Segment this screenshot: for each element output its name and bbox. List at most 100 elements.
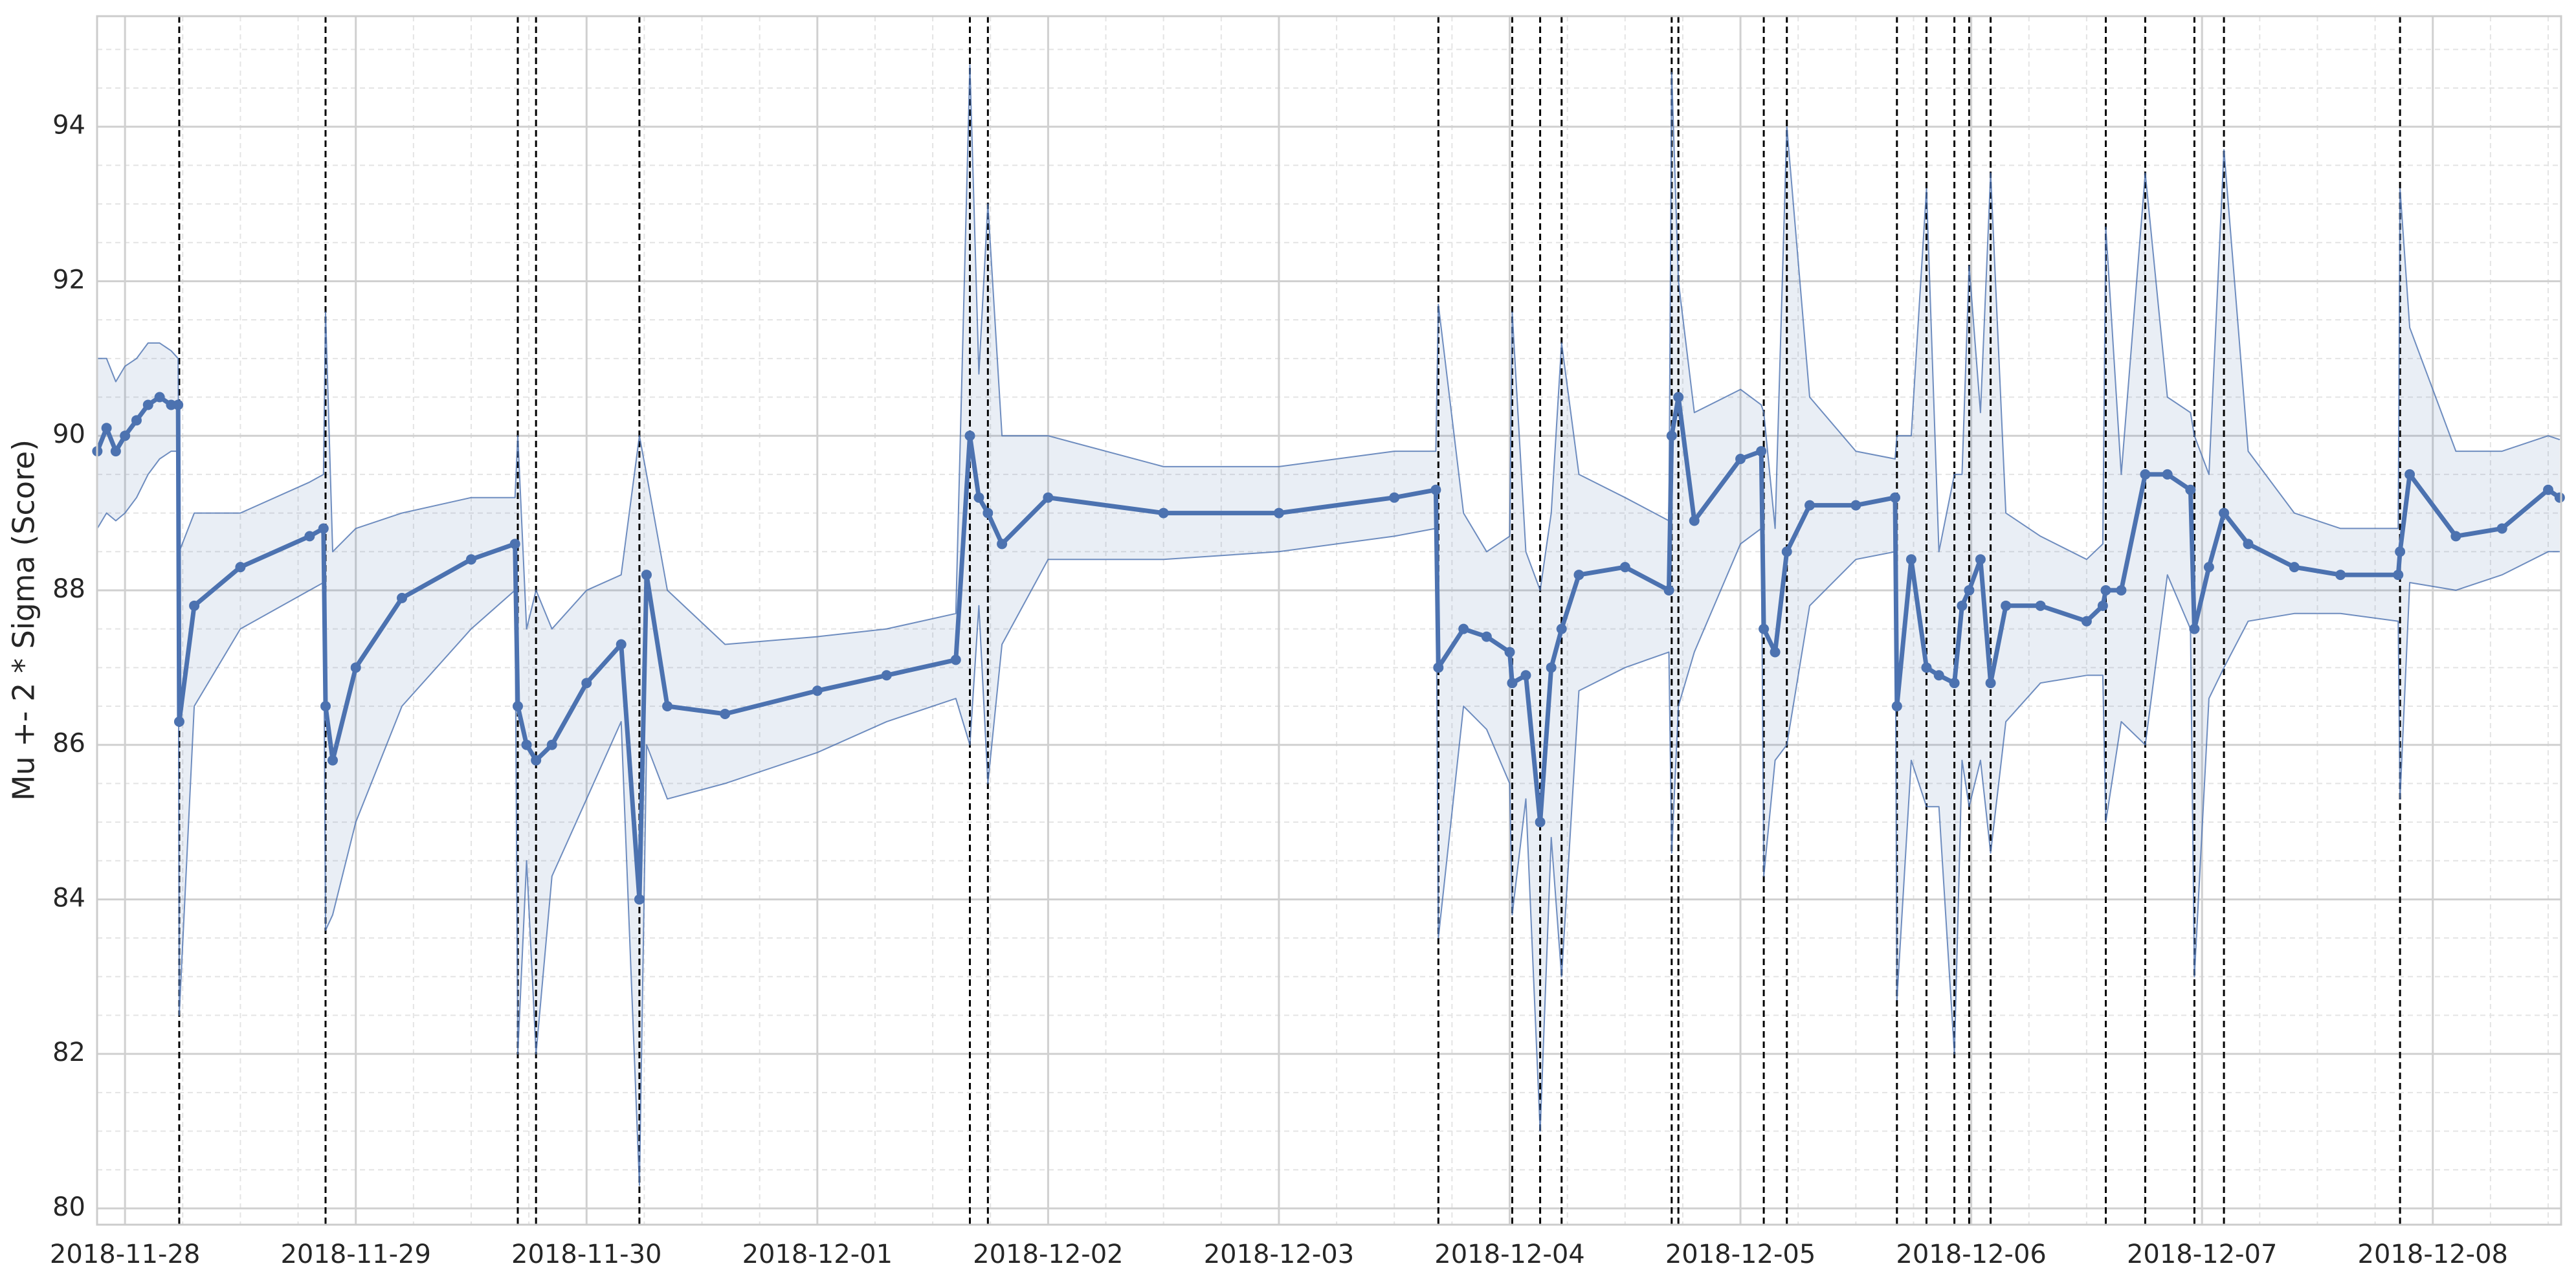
mu-point [1975,554,1986,565]
mu-point [1433,662,1444,673]
mu-point [1458,623,1469,634]
mu-point [1481,631,1492,642]
x-tick-label: 2018-11-28 [50,1240,200,1269]
plot-frame [96,15,2562,1226]
mu-point [1273,507,1284,518]
mu-point [1043,492,1054,503]
mu-point [320,701,331,712]
y-tick-label: 82 [52,1038,85,1067]
mu-point [997,539,1008,550]
mu-point [318,523,329,534]
x-tick-label: 2018-12-05 [1665,1240,1815,1269]
mu-point [2035,600,2046,611]
x-tick-label: 2018-12-04 [1434,1240,1584,1269]
band-fill [97,65,2560,1186]
mu-point [1756,446,1767,457]
mu-point [2203,562,2214,573]
mu-point [1759,623,1770,634]
mu-point [1933,670,1944,681]
mu-point [973,492,984,503]
mu-point [1520,670,1531,681]
mu-point [304,531,315,542]
y-tick-label: 90 [52,419,85,449]
mu-point [1905,554,1916,565]
mu-point [2496,523,2507,534]
mu-point [397,592,408,603]
mu-point [1556,623,1567,634]
mu-point [1663,585,1674,596]
mu-point [1949,678,1960,689]
mu-point [2140,469,2151,480]
y-axis-label: Mu +- 2 * Sigma (Score) [6,440,41,801]
mu-point [2395,546,2406,557]
mu-point [1921,662,1932,673]
mu-point [2243,539,2254,550]
mu-point [1504,647,1515,658]
mu-point [1666,430,1677,441]
mu-point [328,755,339,766]
changepoints [178,16,2401,1225]
mu-point [1985,678,1996,689]
mu-point [2116,585,2127,596]
band [97,65,2560,1186]
x-tick-label: 2018-12-06 [1896,1240,2046,1269]
bound-line [96,451,2560,1186]
mu-point [189,600,200,611]
mu-point [120,430,131,441]
y-tick-label: 92 [52,265,85,295]
mu-point [2100,585,2111,596]
x-tick-label: 2018-12-02 [973,1240,1123,1269]
mu-point [2450,531,2461,542]
mu-point [142,399,153,410]
mu-point [1804,500,1815,511]
bound-line [97,64,2560,645]
mu-point [1430,484,1441,495]
mu-point [131,415,142,426]
y-tick-label: 80 [52,1192,85,1222]
mu-point [350,662,361,673]
mu-point [2001,600,2012,611]
mu-point [983,507,994,518]
mu-point [546,739,557,750]
x-tick-label: 2018-12-01 [742,1240,893,1269]
mu-point [2335,570,2346,581]
x-tick-label: 2018-11-29 [280,1240,430,1269]
y-tick-label: 86 [52,729,85,759]
mu-point [154,392,165,403]
y-tick-label: 84 [52,883,85,913]
mu-point [235,562,246,573]
mu-point [2543,484,2554,495]
mu-point [881,670,892,681]
mu-point [1619,562,1630,573]
mu-point [509,539,520,550]
mu-point [2289,562,2300,573]
mu-line [95,395,2561,902]
mu-point [521,739,532,750]
mu-point [2404,469,2415,480]
x-tick-label: 2018-11-30 [511,1240,661,1269]
mu-point [173,716,184,727]
mu-point [1158,507,1169,518]
mu-point [531,755,542,766]
mu-point [662,701,673,712]
mu-point [2393,570,2404,581]
series [92,64,2565,1186]
labels: 80 82 84 86 88 90 92 94 2018-11-28 2018-11-29 2018… [50,111,2508,1269]
mu-point [2189,623,2200,634]
mu-point [1535,817,1546,828]
mu-point [616,639,627,650]
mu-point [634,894,645,905]
mu-point [2097,600,2108,611]
mu-point [2162,469,2173,480]
mu-point [1546,662,1557,673]
mu-point [720,708,731,719]
mu-point [2554,492,2565,503]
mu-point [1673,392,1684,403]
mu-point [1689,515,1700,526]
mu-point [964,430,975,441]
mu-point [2219,507,2230,518]
mu-point [1957,600,1968,611]
